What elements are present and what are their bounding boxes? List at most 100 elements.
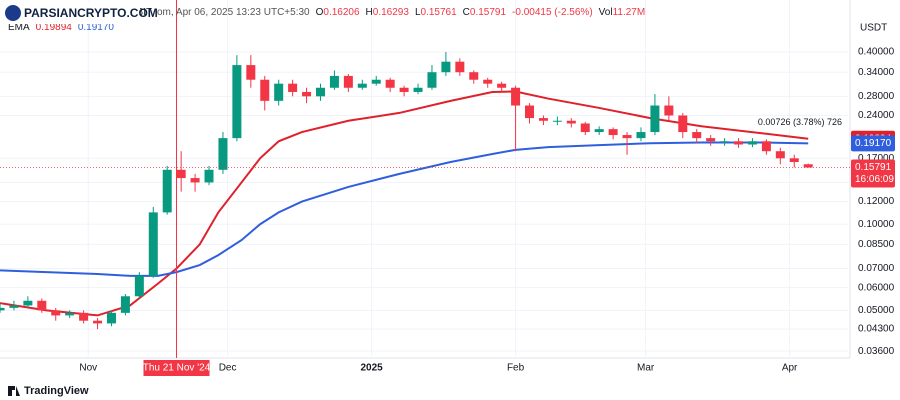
y-tick-label: 0.17000 <box>858 153 895 164</box>
candle-body <box>399 87 409 92</box>
candle-body <box>761 141 771 152</box>
candle-body <box>274 83 284 101</box>
candle-body <box>469 72 479 80</box>
crosshair-label: Thu 21 Nov '24 <box>143 363 211 374</box>
volume-value: 11.27M <box>613 7 646 18</box>
candle-body <box>190 178 200 183</box>
x-tick-label: Feb <box>507 363 525 374</box>
candle-body <box>803 164 813 168</box>
candle-body <box>664 105 674 116</box>
x-tick-label: 2025 <box>360 363 383 374</box>
candle-body <box>51 310 61 316</box>
candle-body <box>162 169 172 213</box>
candle-body <box>134 275 144 297</box>
candle-body <box>455 61 465 73</box>
candle-body <box>538 118 548 121</box>
candle-body <box>706 138 716 142</box>
candle-body <box>65 312 75 316</box>
candle-body <box>23 300 33 306</box>
candle-body <box>148 212 158 276</box>
footer: TradingView <box>24 385 89 397</box>
change: -0.00415 (-2.56%) <box>512 7 593 18</box>
x-tick-label: Nov <box>79 363 97 374</box>
candle-body <box>775 151 785 159</box>
ema-line <box>0 141 809 277</box>
indicator-name: EMA <box>8 22 30 33</box>
y-tick-label: 0.40000 <box>858 47 895 58</box>
y-tick-label: 0.28000 <box>858 91 895 102</box>
y-tick-label: 0.07000 <box>858 263 895 274</box>
ohlc-key: C <box>463 7 470 18</box>
candle-body <box>288 83 298 92</box>
x-tick-label: Apr <box>782 363 798 374</box>
candle-body <box>692 132 702 139</box>
candle-body <box>427 72 437 88</box>
y-tick-label: 0.05000 <box>858 305 895 316</box>
candle-body <box>483 79 493 84</box>
candle-body <box>260 79 270 101</box>
candle-body <box>747 141 757 145</box>
candle-body <box>385 79 395 88</box>
candle-body <box>525 105 535 119</box>
x-tick-label: Dec <box>219 363 237 374</box>
ema-price-tag-bg <box>851 135 895 152</box>
ohlc-value: 0.15761 <box>421 7 458 18</box>
candle-body <box>232 65 242 139</box>
candle-body <box>636 132 646 139</box>
candle-body <box>497 83 507 88</box>
candle-body <box>357 83 367 88</box>
candle-body <box>37 300 47 311</box>
candle-body <box>371 79 381 84</box>
ohlc-key: L <box>415 7 421 18</box>
candle-body <box>413 87 423 92</box>
candle-body <box>0 307 5 311</box>
x-tick-label: Mar <box>637 363 655 374</box>
ohlc-value: 0.16293 <box>373 7 410 18</box>
candle-body <box>608 129 618 136</box>
candle-body <box>218 138 228 170</box>
candle-body <box>176 169 186 179</box>
timestamp: om, Apr 06, 2025 13:23 UTC+5:30 <box>157 7 310 18</box>
indicator-value: 0.19170 <box>78 22 115 33</box>
ohlc-key: H <box>366 7 373 18</box>
candle-body <box>315 87 325 97</box>
candle-body <box>343 75 353 88</box>
ema-price-tag: 0.19170 <box>855 138 892 149</box>
candle-body <box>511 87 521 106</box>
candle-body <box>9 305 19 308</box>
currency-label: USDT <box>860 23 887 34</box>
candle-body <box>79 312 89 321</box>
candle-body <box>204 169 214 183</box>
candle-body <box>622 135 632 139</box>
y-tick-label: 0.24000 <box>858 110 895 121</box>
y-tick-label: 0.08500 <box>858 239 895 250</box>
candle-body <box>246 65 256 80</box>
candle-body <box>552 120 562 122</box>
last-price-tag: 0.15791 <box>855 162 892 173</box>
last-price-tag-countdown: 16:06:09 <box>855 174 894 185</box>
volume-key: Vol <box>599 7 613 18</box>
candle-body <box>580 123 590 133</box>
indicator-legend: EMA 0.19894 0.19170 <box>8 22 114 33</box>
candle-body <box>120 296 130 313</box>
ohlc-value: 0.16206 <box>323 7 360 18</box>
y-tick-label: 0.06000 <box>858 282 895 293</box>
last-price-tag-bg <box>851 159 895 188</box>
watermark-bg <box>2 2 140 24</box>
candle-body <box>734 141 744 145</box>
candle-body <box>720 141 730 143</box>
watermark: PARSIANCRYPTO.COM <box>24 6 158 20</box>
candle-body <box>650 105 660 133</box>
candle-body <box>93 320 103 324</box>
candle-body <box>594 129 604 133</box>
y-tick-label: 0.03600 <box>858 346 895 357</box>
candle-body <box>329 75 339 88</box>
y-tick-label: 0.04300 <box>858 324 895 335</box>
candle-body <box>106 312 116 324</box>
tv-logo <box>8 386 20 396</box>
crosshair-label-bg <box>143 360 210 376</box>
candle-body <box>566 120 576 124</box>
y-tick-label: 0.12000 <box>858 196 895 207</box>
ohlc-key: O <box>316 7 324 18</box>
